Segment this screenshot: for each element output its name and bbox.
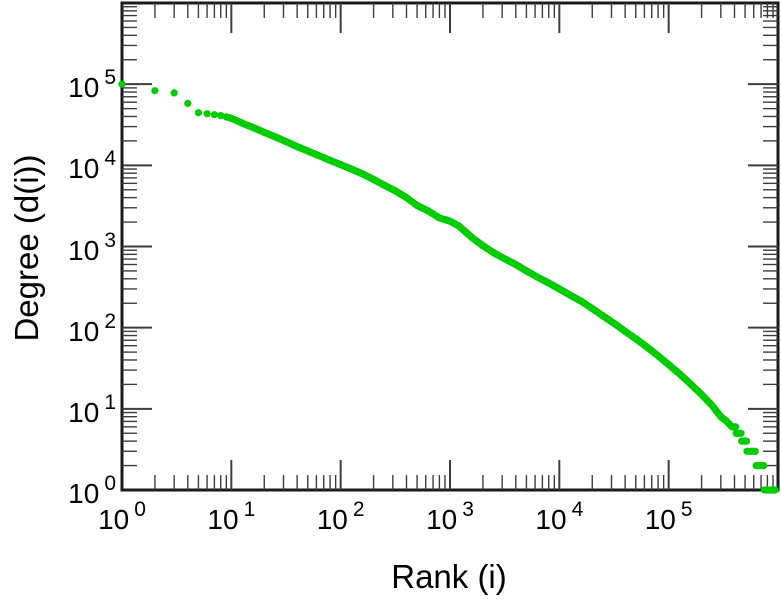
tick-label-exponent: 3 <box>462 498 474 521</box>
tick-label-exponent: 4 <box>104 147 116 171</box>
data-point <box>217 112 225 120</box>
tick-label-exponent: 5 <box>104 66 116 90</box>
x-tick-label-10e0: 10 0 <box>98 499 146 535</box>
tick-label-exponent: 0 <box>104 472 116 495</box>
y-tick-label-10e5: 10 5 <box>68 67 116 104</box>
y-tick-label-10e2: 10 2 <box>68 311 116 347</box>
data-point <box>771 486 779 494</box>
data-point <box>742 437 751 445</box>
tick-label-exponent: 3 <box>104 228 116 252</box>
tick-label-exponent: 1 <box>243 498 256 521</box>
tick-label-base: 10 <box>207 504 239 535</box>
data-point <box>210 111 218 119</box>
x-tick-label-10e2: 10 2 <box>316 499 365 535</box>
data-point <box>184 99 192 107</box>
y-tick-label-10e4: 10 4 <box>68 148 116 185</box>
tick-label-base: 10 <box>68 72 100 104</box>
tick-label-exponent: 2 <box>352 498 365 521</box>
x-tick-label-10e1: 10 1 <box>207 499 255 535</box>
tick-label-base: 10 <box>68 153 100 185</box>
tick-label-base: 10 <box>426 504 458 535</box>
tick-label-base: 10 <box>644 504 676 535</box>
tick-label-base: 10 <box>68 478 100 509</box>
tick-label-base: 10 <box>68 315 100 347</box>
data-point <box>118 80 126 88</box>
tick-label-base: 10 <box>68 234 100 266</box>
tick-label-base: 10 <box>316 504 348 535</box>
tick-label-exponent: 2 <box>104 309 116 333</box>
plot-border <box>120 1 780 492</box>
x-tick-label-10e5: 10 5 <box>644 499 693 535</box>
tick-label-exponent: 4 <box>571 498 584 521</box>
y-tick-label-10e3: 10 3 <box>68 230 116 266</box>
data-point <box>151 87 159 95</box>
tick-label-base: 10 <box>98 504 130 535</box>
data-point <box>203 110 211 118</box>
x-tick-label-10e3: 10 3 <box>426 499 474 535</box>
tick-label-exponent: 1 <box>104 390 116 414</box>
data-point <box>170 89 178 97</box>
tick-label-exponent: 0 <box>134 498 146 521</box>
tick-label-base: 10 <box>535 504 567 535</box>
data-point <box>732 423 740 431</box>
y-axis-title: Degree (d(i)) <box>8 154 45 342</box>
x-tick-label-10e4: 10 4 <box>535 499 583 535</box>
y-tick-label-10e1: 10 1 <box>68 392 116 428</box>
x-axis-title: Rank (i) <box>391 558 507 595</box>
y-tick-label-10e0: 10 0 <box>68 473 116 509</box>
data-point <box>760 462 768 470</box>
tick-label-base: 10 <box>68 396 100 428</box>
data-point <box>737 429 745 437</box>
data-point <box>194 109 202 117</box>
data-point <box>751 447 759 455</box>
tick-label-exponent: 5 <box>680 498 693 521</box>
